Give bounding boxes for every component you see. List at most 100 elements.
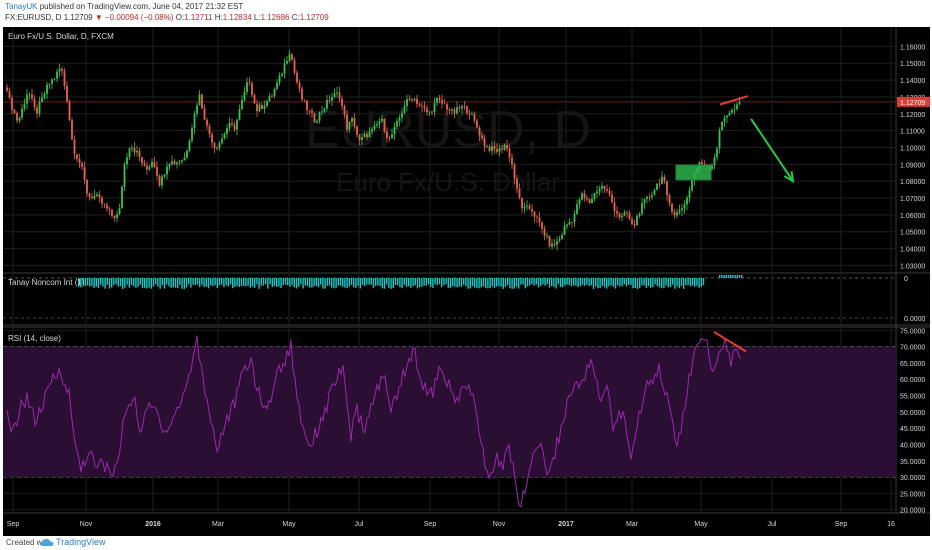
indicator-bar (317, 278, 320, 288)
indicator-bar (460, 278, 463, 287)
candle-body (508, 148, 511, 158)
candle-body (316, 120, 318, 123)
indicator-bar (119, 278, 122, 287)
indicator-bar (504, 278, 507, 287)
indicator-bar (177, 278, 179, 289)
candle-body (523, 206, 526, 209)
candle-body (78, 159, 81, 164)
indicator-bar (482, 278, 485, 287)
tradingview-brand-link[interactable]: TradingView (56, 537, 106, 547)
candle-body (248, 82, 251, 84)
indicator-bar (150, 278, 152, 289)
indicator-bar (223, 278, 225, 288)
candle-body (8, 90, 11, 98)
annotations (675, 95, 795, 353)
candle-body (43, 93, 46, 98)
indicator-bar (414, 278, 416, 285)
candle-body (436, 97, 438, 104)
indicator-bar (522, 278, 524, 285)
indicator-bar (289, 278, 291, 287)
candle-body (256, 103, 258, 112)
candle-body (328, 99, 331, 101)
candle-body (273, 89, 276, 96)
indicator-bar (533, 278, 535, 286)
indicator-bar (339, 278, 342, 286)
candle-body (216, 147, 218, 149)
candle-body (401, 112, 403, 118)
candle-body (186, 150, 188, 158)
price-tick-label: 1.10000 (900, 145, 925, 152)
indicator-bar (388, 278, 390, 289)
publish-line: TanayUK published on TradingView.com, Ju… (5, 2, 243, 11)
candle-body (298, 82, 301, 89)
rsi-line (6, 335, 742, 508)
indicator-bar (196, 278, 199, 285)
candle-body (473, 113, 476, 121)
candle-body (111, 209, 113, 216)
indicator-bar (537, 278, 540, 288)
indicator-bar (324, 278, 326, 289)
author-link[interactable]: TanayUK (5, 2, 38, 11)
indicator-bar (364, 278, 366, 286)
indicator-bar (394, 278, 397, 286)
indicator-bar (702, 278, 705, 286)
candle-body (726, 115, 728, 118)
candle-body (238, 109, 241, 120)
chart-svg[interactable]: EURUSD, D Euro Fx/U.S. Dollar 1.16000 1.1… (3, 27, 930, 536)
indicator-bar (511, 278, 513, 289)
candle-body (553, 243, 556, 245)
chart-area[interactable]: EURUSD, D Euro Fx/U.S. Dollar 1.16000 1.1… (3, 27, 930, 536)
indicator-bar (721, 275, 723, 278)
indicator-bar (89, 278, 91, 287)
open-value: 1.12711 (184, 13, 213, 22)
indicator-bar (207, 278, 210, 289)
indicator-bar (412, 278, 414, 287)
candle-body (736, 104, 738, 110)
indicator-bar (669, 278, 672, 287)
indicator-bar (674, 278, 676, 289)
indicator-bar (401, 278, 403, 289)
rsi-tick-label: 35.0000 (900, 459, 925, 466)
indicator-bar (606, 278, 608, 289)
indicator-bar (575, 278, 577, 286)
time-tick-label: May (282, 521, 296, 528)
indicator-bar (260, 278, 262, 286)
indicator-bar (513, 278, 515, 289)
indicator-bar (610, 278, 612, 286)
indicator-bar (665, 278, 667, 286)
indicator-bar (445, 278, 447, 285)
candle-body (356, 126, 358, 135)
indicator-bar (234, 278, 236, 287)
candle-body (398, 117, 401, 121)
indicator-bar (350, 278, 353, 285)
candle-body (83, 167, 86, 180)
candle-body (601, 185, 603, 189)
price-tick-label: 1.09000 (900, 162, 925, 169)
candle-body (268, 95, 271, 102)
last-price-label: 1.12709 (900, 100, 925, 107)
price-tick-label: 1.03000 (900, 263, 925, 270)
candle-body (596, 191, 598, 194)
candle-body (323, 108, 326, 112)
rsi-band (3, 346, 896, 478)
candle-body (18, 117, 21, 121)
indicator-bar (357, 278, 359, 286)
candle-body (371, 129, 373, 132)
candle-body (381, 118, 383, 122)
candle-body (138, 150, 141, 158)
arrow-annotation (750, 118, 794, 182)
indicator-bar (163, 278, 166, 289)
indicator-bar (309, 278, 311, 288)
candle-body (451, 109, 453, 111)
indicator-bar (619, 278, 621, 287)
indicator-bar (592, 278, 595, 289)
price-tick-label: 1.14000 (900, 78, 925, 85)
candle-body (48, 83, 51, 85)
indicator-bar (489, 278, 491, 288)
candle-body (711, 165, 713, 169)
indicator-bar (502, 278, 504, 289)
indicator-bar (333, 278, 335, 289)
indicator-bar (603, 278, 606, 288)
rsi-tick-label: 20.0000 (900, 508, 925, 515)
candle-body (611, 194, 613, 203)
